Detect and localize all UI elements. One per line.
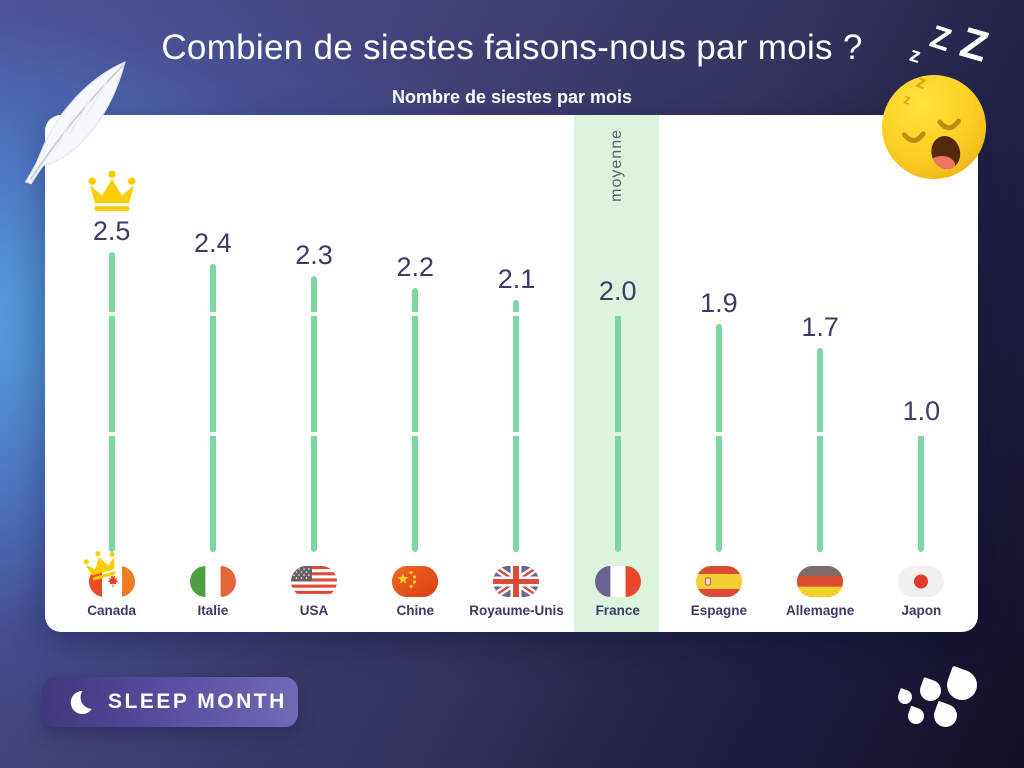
chart-column-france: 2.0 France <box>567 115 668 632</box>
country-label: Japon <box>901 602 942 618</box>
flag-chine-icon <box>392 565 439 597</box>
value-label: 2.3 <box>295 239 333 270</box>
logo-drop <box>942 665 982 705</box>
chart-column-italie: 2.4 Italie <box>162 115 263 632</box>
chart-column-chine: 2.2 <box>365 115 466 632</box>
bar-allemagne <box>817 347 824 552</box>
sleepy-face-icon <box>881 74 987 180</box>
country-label: Canada <box>87 602 136 618</box>
bar-espagne <box>715 323 722 552</box>
bar-usa <box>311 275 318 552</box>
logo-drop <box>917 677 944 704</box>
value-label: 1.9 <box>700 287 738 318</box>
moon-icon <box>70 691 92 715</box>
flag-france-icon <box>594 565 641 597</box>
country-label: Italie <box>197 602 229 618</box>
country-label: Royaume-Unis <box>469 602 564 618</box>
bar-chine <box>412 287 419 552</box>
chart-column-allemagne: 1.7 Allemagne <box>770 115 871 632</box>
brand-logo-icon <box>888 665 983 734</box>
country-label: France <box>595 602 640 618</box>
sleepy-emoji: z z z Z Z <box>862 15 1024 195</box>
chart-column-canada: 2.5 Canada <box>61 115 162 632</box>
value-label: 2.1 <box>497 263 536 294</box>
flag-canada-icon <box>81 546 135 597</box>
country-label: Espagne <box>690 602 748 618</box>
value-label: 1.7 <box>801 311 839 342</box>
bar-canada <box>108 251 115 552</box>
country-label: USA <box>299 602 329 618</box>
chart-column-royaume-unis: 2.1 <box>466 115 567 632</box>
value-label: 2.5 <box>92 215 131 246</box>
flag-japon-icon <box>898 565 945 597</box>
value-label: 2.0 <box>598 275 637 306</box>
value-label: 2.2 <box>396 251 435 282</box>
zzz-letter: Z <box>955 18 994 72</box>
chart-columns: 2.5 Canada <box>45 115 978 632</box>
country-label: Allemagne <box>786 602 855 618</box>
chart-card: moyenne 2.5 <box>45 115 978 632</box>
chart-column-usa: 2.3 <box>263 115 364 632</box>
flag-italie-icon <box>189 565 236 597</box>
value-label: 2.4 <box>194 227 232 258</box>
winner-crown-icon <box>88 170 136 211</box>
logo-drop <box>905 705 927 727</box>
badge-label: SLEEP MONTH <box>108 690 287 713</box>
bar-japon <box>918 431 925 552</box>
page-title: Combien de siestes faisons-nous par mois… <box>161 28 863 67</box>
bar-france <box>614 311 621 552</box>
chart-column-espagne: 1.9 Espagne <box>668 115 769 632</box>
bar-royaume-unis <box>513 299 520 552</box>
chart-column-japon: 1.0 Japon <box>871 115 972 632</box>
chart-subtitle: Nombre de siestes par mois <box>391 87 633 107</box>
flag-royaume-unis-icon <box>493 565 540 597</box>
bar-italie <box>209 263 216 552</box>
logo-drop <box>896 688 914 706</box>
sleep-month-badge[interactable]: SLEEP MONTH <box>42 677 298 727</box>
flag-allemagne-icon <box>797 565 844 597</box>
zzz-letter: z <box>906 42 924 69</box>
flag-usa-icon <box>291 565 338 597</box>
logo-drop <box>930 700 961 731</box>
country-label: Chine <box>396 602 435 618</box>
value-label: 1.0 <box>902 395 941 426</box>
zzz-letter: Z <box>925 17 956 59</box>
flag-espagne-icon <box>695 565 742 597</box>
